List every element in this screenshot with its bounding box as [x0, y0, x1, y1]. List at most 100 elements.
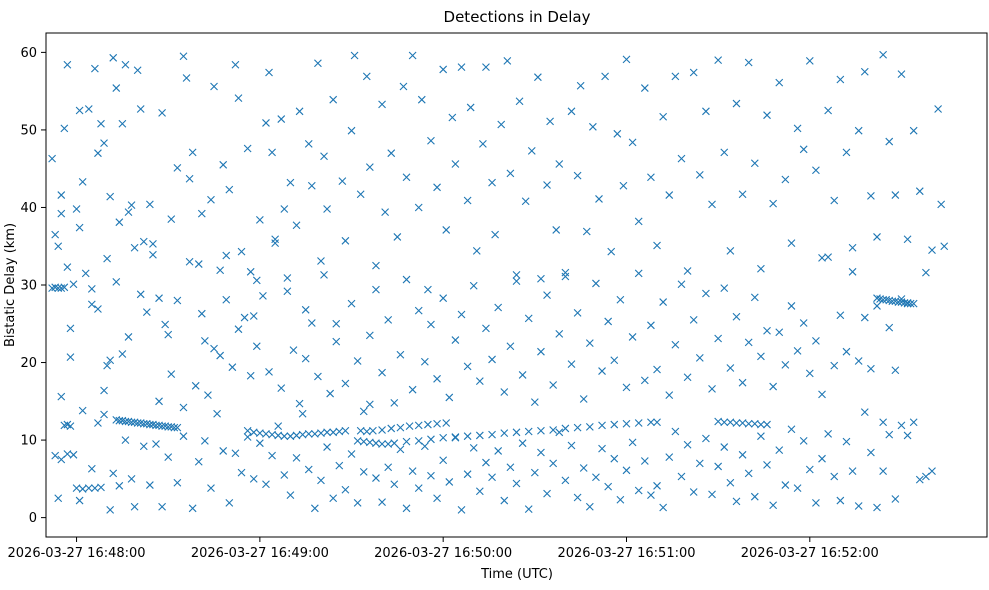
- data-point: [744, 419, 753, 428]
- data-point: [57, 392, 66, 401]
- data-point: [582, 227, 591, 236]
- data-point: [332, 319, 341, 328]
- data-point: [219, 447, 228, 455]
- data-point: [702, 434, 710, 443]
- data-point: [592, 473, 600, 482]
- data-point: [604, 317, 613, 326]
- data-point: [323, 205, 331, 213]
- data-point: [310, 504, 319, 513]
- data-point: [585, 423, 594, 431]
- data-point: [347, 126, 356, 135]
- data-point: [390, 480, 399, 489]
- data-point: [720, 284, 729, 292]
- data-point: [372, 261, 380, 270]
- data-point: [491, 230, 500, 239]
- data-point: [683, 267, 692, 275]
- data-point: [127, 201, 136, 210]
- data-point: [121, 436, 130, 444]
- data-point: [60, 283, 69, 292]
- data-point: [222, 295, 231, 304]
- data-point: [173, 164, 182, 172]
- data-point: [448, 113, 457, 122]
- data-point: [185, 257, 194, 266]
- data-point: [191, 381, 200, 390]
- data-point: [463, 362, 472, 371]
- data-point: [63, 60, 72, 69]
- data-point: [124, 333, 133, 341]
- data-point: [57, 191, 66, 199]
- data-point: [854, 357, 863, 365]
- data-point: [647, 173, 655, 182]
- data-point: [775, 328, 784, 337]
- data-point: [341, 379, 350, 388]
- y-tick-label: 10: [20, 434, 37, 449]
- data-point: [78, 406, 87, 415]
- data-point: [512, 479, 521, 488]
- data-point: [842, 148, 851, 157]
- data-point: [442, 419, 451, 427]
- data-point: [744, 469, 753, 478]
- data-point: [897, 421, 906, 430]
- data-point: [149, 240, 157, 248]
- data-point: [390, 439, 399, 448]
- data-point: [433, 494, 441, 503]
- data-point: [763, 326, 771, 335]
- data-point: [805, 369, 814, 378]
- data-point: [445, 478, 454, 486]
- data-point: [234, 94, 243, 103]
- data-point: [433, 374, 441, 383]
- data-point: [84, 484, 93, 493]
- data-point: [237, 247, 246, 256]
- data-point: [48, 154, 56, 163]
- data-point: [155, 397, 163, 406]
- data-point: [463, 196, 472, 205]
- data-point: [750, 159, 759, 168]
- data-point: [757, 420, 765, 429]
- data-point: [314, 372, 322, 381]
- data-point: [561, 268, 570, 277]
- data-point: [97, 483, 105, 492]
- data-point: [848, 467, 857, 475]
- y-tick-label: 50: [20, 123, 37, 138]
- x-axis-ticks: 2026-03-27 16:48:00 2026-03-27 16:49:00 20…: [8, 537, 879, 561]
- data-point: [112, 278, 121, 286]
- data-point: [482, 63, 490, 72]
- data-point: [781, 175, 790, 184]
- data-point: [689, 316, 698, 324]
- data-point: [66, 422, 75, 431]
- data-point: [347, 299, 356, 308]
- data-point: [197, 209, 206, 218]
- data-point: [549, 381, 558, 389]
- data-point: [57, 284, 66, 292]
- data-point: [537, 347, 545, 356]
- data-point: [115, 218, 124, 227]
- data-point: [573, 423, 582, 432]
- data-point: [573, 309, 582, 317]
- data-point: [262, 480, 270, 489]
- data-point: [424, 285, 432, 294]
- data-point: [616, 495, 625, 504]
- data-point: [588, 122, 597, 131]
- data-point: [350, 51, 359, 60]
- data-point: [812, 166, 820, 175]
- data-point: [424, 420, 432, 429]
- data-point: [295, 399, 304, 408]
- data-point: [546, 117, 554, 126]
- data-point: [909, 126, 918, 135]
- data-point: [384, 463, 393, 472]
- data-point: [836, 311, 845, 320]
- data-point: [130, 502, 139, 511]
- data-point: [488, 355, 496, 364]
- data-point: [84, 105, 93, 113]
- data-point: [915, 475, 924, 484]
- data-point: [763, 461, 771, 469]
- data-point: [585, 502, 594, 511]
- data-point: [860, 67, 869, 76]
- data-point: [854, 502, 863, 510]
- data-point: [127, 474, 136, 483]
- data-point: [60, 124, 69, 133]
- data-point: [867, 191, 875, 200]
- data-point: [326, 389, 335, 398]
- data-point: [726, 478, 735, 487]
- data-point: [512, 271, 521, 279]
